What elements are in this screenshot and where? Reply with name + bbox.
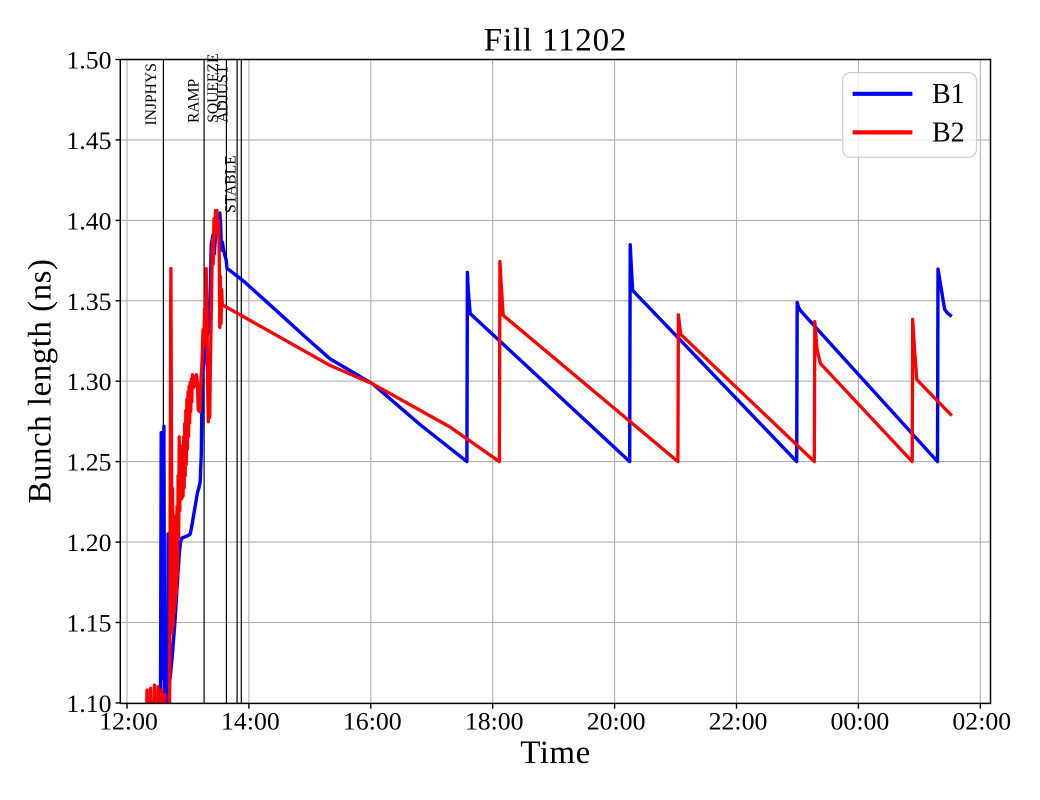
svg-text:1.50: 1.50 bbox=[66, 46, 111, 75]
svg-text:1.10: 1.10 bbox=[66, 689, 111, 718]
svg-text:12:00: 12:00 bbox=[99, 707, 158, 736]
svg-text:B2: B2 bbox=[932, 118, 965, 149]
svg-text:20:00: 20:00 bbox=[587, 707, 646, 736]
svg-text:02:00: 02:00 bbox=[952, 707, 1011, 736]
svg-text:B1: B1 bbox=[932, 79, 965, 110]
svg-text:SQUEEZE: SQUEEZE bbox=[205, 54, 222, 123]
svg-text:18:00: 18:00 bbox=[465, 707, 524, 736]
svg-text:1.30: 1.30 bbox=[66, 367, 111, 396]
svg-text:00:00: 00:00 bbox=[831, 707, 890, 736]
svg-text:ADJUST: ADJUST bbox=[215, 64, 232, 123]
svg-text:INJPHYS: INJPHYS bbox=[143, 63, 160, 125]
svg-text:RAMP: RAMP bbox=[186, 78, 203, 123]
svg-text:1.40: 1.40 bbox=[66, 206, 111, 235]
svg-text:Bunch length (ns): Bunch length (ns) bbox=[23, 259, 59, 504]
svg-text:22:00: 22:00 bbox=[709, 707, 768, 736]
svg-text:STABLE: STABLE bbox=[222, 155, 239, 213]
svg-text:Time: Time bbox=[520, 735, 590, 771]
svg-text:Fill 11202: Fill 11202 bbox=[484, 23, 627, 59]
svg-text:1.35: 1.35 bbox=[66, 287, 111, 316]
svg-text:1.45: 1.45 bbox=[66, 126, 111, 155]
svg-text:1.20: 1.20 bbox=[66, 528, 111, 557]
svg-text:16:00: 16:00 bbox=[343, 707, 402, 736]
svg-text:1.15: 1.15 bbox=[66, 609, 111, 638]
svg-text:1.25: 1.25 bbox=[66, 448, 111, 477]
svg-text:14:00: 14:00 bbox=[221, 707, 280, 736]
